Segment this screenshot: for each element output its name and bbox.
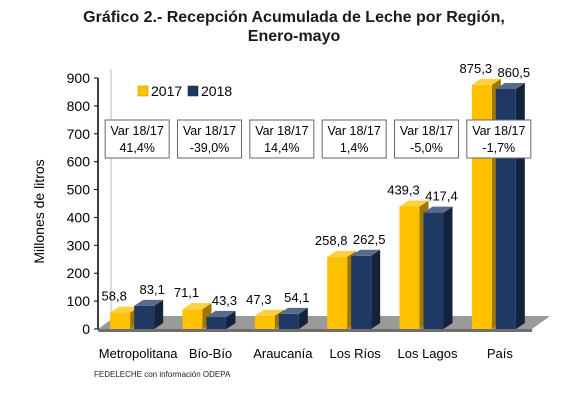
bar-2018-4-side	[443, 206, 453, 329]
chart-title-line-1: Gráfico 2.- Recepción Acumulada de Leche…	[83, 9, 505, 26]
y-tick-label-300: 300	[67, 237, 91, 253]
bar-2017-4	[399, 206, 420, 329]
variation-box-3	[321, 119, 387, 159]
variation-label-2: Var 18/17	[255, 124, 308, 138]
variation-value-4: -5,0%	[410, 141, 443, 155]
y-tick-label-0: 0	[82, 321, 90, 337]
bar-2017-2	[254, 315, 275, 329]
data-label-2017-2: 47,3	[246, 292, 271, 307]
bar-2017-3-top	[327, 250, 357, 257]
y-axis-label: Millones de litros	[31, 159, 47, 263]
bar-2018-4	[423, 212, 444, 329]
bar-2018-0-top	[134, 299, 164, 306]
variation-label-0: Var 18/17	[111, 124, 164, 138]
bar-2017-0-top	[110, 306, 140, 313]
bar-2017-3	[327, 256, 348, 329]
y-tick-label-900: 900	[67, 70, 91, 86]
variation-box-2	[249, 119, 315, 159]
y-tick-label-700: 700	[67, 126, 91, 142]
data-label-2017-4: 439,3	[387, 182, 420, 197]
bar-2017-2-top	[254, 309, 284, 316]
x-tick-label-4: Los Lagos	[398, 346, 458, 361]
bar-2017-1-top	[182, 303, 212, 310]
data-label-2018-2: 54,1	[284, 290, 309, 305]
y-tick-label-500: 500	[67, 182, 91, 198]
bar-2018-3-top	[351, 249, 381, 256]
data-label-2018-0: 83,1	[140, 282, 165, 297]
bar-2018-0	[134, 305, 155, 329]
bar-2018-1-side	[226, 310, 236, 329]
variation-value-0: 41,4%	[119, 141, 154, 155]
y-tick-label-400: 400	[67, 209, 91, 225]
variation-label-4: Var 18/17	[400, 124, 453, 138]
chart-floor-edge	[98, 329, 532, 332]
x-tick-label-1: Bío-Bío	[189, 346, 232, 361]
variation-box-5	[466, 119, 532, 159]
bar-2018-4-top	[423, 206, 453, 213]
variation-value-5: -1,7%	[483, 141, 516, 155]
bar-2017-1	[182, 309, 203, 329]
bar-2018-0-side	[154, 299, 164, 329]
data-label-2018-5: 860,5	[498, 65, 531, 80]
bar-2018-1-top	[206, 310, 236, 317]
variation-label-5: Var 18/17	[472, 124, 525, 138]
bar-2018-2-side	[298, 307, 308, 329]
bar-2017-5-top	[471, 78, 501, 85]
data-label-2018-4: 417,4	[425, 189, 458, 204]
bar-2017-4-top	[399, 200, 429, 207]
y-tick-label-800: 800	[67, 98, 91, 114]
data-label-2018-1: 43,3	[212, 293, 237, 308]
bar-2018-3-side	[371, 249, 381, 329]
bar-2018-2-top	[278, 307, 308, 314]
variation-box-1	[177, 119, 242, 159]
x-tick-label-5: País	[487, 346, 514, 361]
bar-2018-1	[206, 316, 227, 329]
variation-label-1: Var 18/17	[183, 124, 236, 138]
variation-value-2: 14,4%	[264, 141, 299, 155]
data-label-2017-3: 258,8	[315, 233, 348, 248]
bar-2018-3	[351, 255, 372, 329]
chart-title: Gráfico 2.- Recepción Acumulada de Leche…	[0, 8, 588, 46]
variation-value-3: 1,4%	[340, 141, 369, 155]
x-tick-label-2: Araucanía	[253, 346, 313, 361]
x-tick-label-0: Metropolitana	[99, 346, 179, 361]
x-tick-label-3: Los Ríos	[330, 346, 382, 361]
source-note: FEDELECHE con información ODEPA	[94, 370, 231, 379]
data-label-2017-1: 71,1	[174, 285, 199, 300]
data-label-2017-5: 875,3	[460, 61, 493, 76]
legend-swatch-2018	[187, 85, 199, 97]
chart-title-line-2: Enero-mayo	[247, 28, 341, 45]
y-tick-label-600: 600	[67, 154, 91, 170]
bar-2017-0	[110, 312, 131, 329]
legend-label-2018: 2018	[201, 83, 232, 99]
legend-swatch-2017	[137, 85, 149, 97]
y-tick-label-100: 100	[67, 293, 91, 309]
variation-label-3: Var 18/17	[328, 124, 381, 138]
data-label-2017-0: 58,8	[102, 289, 127, 304]
bar-2018-2	[278, 313, 299, 329]
legend-label-2017: 2017	[151, 83, 182, 99]
variation-box-4	[394, 119, 459, 159]
data-label-2018-3: 262,5	[353, 232, 386, 247]
variation-box-0	[104, 119, 170, 159]
variation-value-1: -39,0%	[190, 141, 230, 155]
y-tick-label-200: 200	[67, 265, 91, 281]
bar-2018-5-top	[495, 83, 525, 90]
